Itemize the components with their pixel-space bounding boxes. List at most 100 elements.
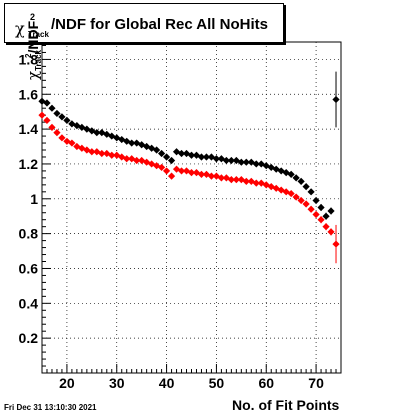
- data-point-red: [282, 188, 290, 196]
- plot-title: /NDF for Global Rec All NoHits: [51, 16, 268, 33]
- data-point-black: [242, 158, 250, 166]
- y-tick-label: 0.4: [19, 295, 39, 311]
- data-point-red: [162, 167, 171, 175]
- data-point-red: [227, 176, 235, 184]
- y-tick-label: 1.4: [19, 121, 39, 137]
- data-point-black: [322, 212, 330, 220]
- data-point-black: [332, 95, 340, 104]
- data-point-black: [327, 207, 335, 215]
- data-point-black: [197, 153, 206, 161]
- data-point-black: [237, 158, 245, 166]
- data-point-black: [317, 203, 325, 212]
- x-tick-label: 60: [258, 375, 274, 391]
- data-point-black: [227, 156, 235, 165]
- data-point-red: [232, 176, 240, 184]
- data-point-red: [98, 149, 106, 158]
- data-point-black: [292, 174, 300, 182]
- data-point-black: [287, 170, 295, 178]
- data-point-black: [78, 123, 86, 131]
- grid-layer: [42, 42, 341, 373]
- data-point-black: [158, 149, 166, 158]
- y-tick-label: 1.2: [19, 156, 39, 172]
- title-chi-symbol: χ: [15, 19, 25, 38]
- x-tick-label: 50: [209, 375, 225, 391]
- y-tick-label: 1.6: [19, 86, 39, 102]
- data-point-black: [212, 155, 221, 163]
- data-point-black: [167, 156, 176, 165]
- y-axis-chi-symbol: χ: [24, 70, 42, 80]
- data-point-red: [38, 111, 46, 119]
- x-tick-label: 30: [109, 375, 125, 391]
- y-axis-label: χTrack2/NDF: [24, 21, 43, 80]
- data-point-red: [187, 169, 196, 177]
- data-point-red: [68, 139, 76, 147]
- data-point-red: [287, 189, 295, 198]
- data-point-black: [48, 104, 56, 112]
- data-point-red: [297, 196, 305, 205]
- data-point-black: [222, 156, 230, 165]
- x-tick-label: 40: [159, 375, 175, 391]
- x-tick-label: 20: [59, 375, 75, 391]
- data-point-red: [327, 228, 335, 236]
- data-point-red: [58, 134, 66, 142]
- title-box: χ 2 Track /NDF for Global Rec All NoHits: [4, 3, 284, 43]
- data-point-red: [158, 163, 166, 172]
- data-point-black: [63, 116, 71, 124]
- data-point-black: [187, 151, 196, 159]
- plot-frame: [41, 41, 342, 374]
- data-point-red: [108, 151, 116, 159]
- axes-layer: 20 30 40 50 60 70 0.2 0.4 0.6 0.8 1 1.2 1.4 1.6 1.8: [19, 41, 342, 391]
- data-point-red: [217, 174, 225, 182]
- data-point-black: [128, 139, 136, 147]
- title-superscript: 2: [30, 12, 36, 22]
- title-subscript: Track: [28, 30, 49, 39]
- data-point-red: [177, 167, 186, 175]
- data-point-black: [307, 188, 315, 196]
- date-stamp: Fri Dec 31 13:10:30 2021: [4, 403, 97, 412]
- data-point-red: [123, 155, 131, 163]
- y-axis-superscript: 2: [24, 53, 33, 58]
- data-point-red: [207, 172, 216, 180]
- data-point-red: [322, 223, 330, 231]
- data-point-black: [93, 128, 101, 137]
- data-point-black: [43, 99, 51, 107]
- data-point-red: [197, 170, 206, 178]
- data-point-black: [177, 149, 186, 158]
- data-point-red: [307, 205, 315, 213]
- y-tick-label: 1: [30, 191, 38, 207]
- data-point-black: [282, 169, 290, 177]
- data-point-red: [317, 216, 325, 224]
- data-point-red: [242, 177, 250, 185]
- data-point-red: [43, 116, 51, 124]
- marker-layer: [38, 71, 340, 264]
- data-point-black: [202, 153, 211, 161]
- data-point-red: [292, 193, 300, 201]
- y-tick-label: 0.2: [19, 330, 39, 346]
- data-point-red: [88, 148, 96, 156]
- data-point-red: [93, 148, 101, 156]
- y-axis-text: /NDF: [25, 20, 41, 54]
- data-point-red: [133, 156, 141, 165]
- y-tick-label: 0.8: [19, 226, 39, 242]
- data-point-red: [48, 123, 56, 131]
- data-point-red: [332, 240, 340, 248]
- data-point-black: [297, 177, 305, 185]
- data-point-black: [53, 109, 61, 118]
- data-point-black: [58, 113, 66, 121]
- data-point-red: [53, 128, 61, 137]
- data-point-red: [252, 179, 260, 187]
- data-point-black: [312, 196, 320, 205]
- y-tick-label: 1.8: [19, 51, 39, 67]
- data-point-black: [153, 146, 161, 154]
- y-tick-label: 0.6: [19, 260, 39, 276]
- data-point-red: [302, 200, 310, 208]
- data-point-red: [312, 210, 320, 219]
- data-point-black: [302, 182, 310, 191]
- x-tick-label: 70: [308, 375, 324, 391]
- data-point-black: [252, 160, 260, 168]
- x-axis-label: No. of Fit Points: [232, 397, 340, 413]
- data-point-red: [78, 144, 86, 152]
- data-point-black: [162, 153, 171, 161]
- data-point-red: [167, 172, 176, 180]
